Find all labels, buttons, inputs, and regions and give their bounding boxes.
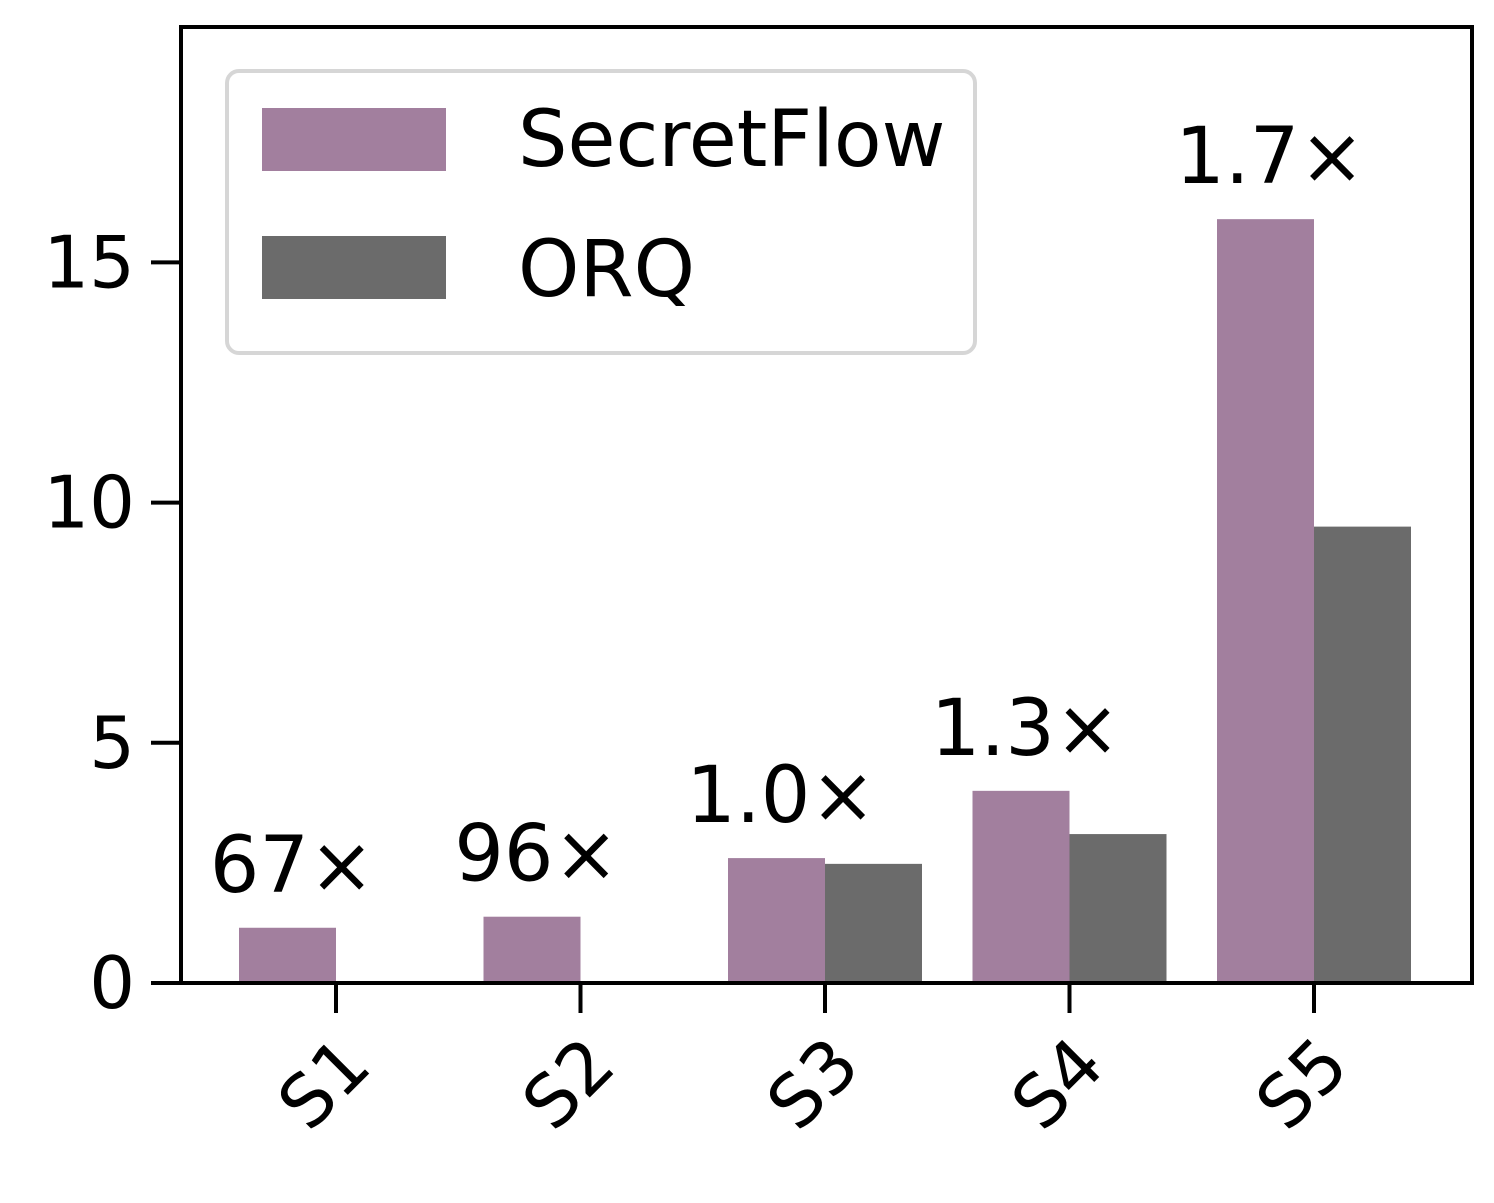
annotation-s1: 67×	[210, 821, 375, 911]
x-tick-label-s1: S1	[262, 1022, 386, 1146]
x-tick-label-s5: S5	[1240, 1022, 1364, 1146]
y-tick-label-0: 0	[89, 941, 135, 1025]
legend-swatch-orq	[262, 236, 446, 299]
bar-secretflow-s1	[239, 928, 336, 983]
bar-orq-s3	[825, 864, 922, 983]
y-tick-label-15: 15	[43, 220, 135, 304]
bar-secretflow-s3	[728, 858, 825, 983]
annotation-s4: 1.3×	[931, 684, 1120, 774]
legend-label-orq: ORQ	[518, 225, 695, 315]
y-tick-label-5: 5	[89, 701, 135, 785]
x-tick-label-s4: S4	[995, 1022, 1119, 1146]
x-tick-label-s2: S2	[506, 1022, 630, 1146]
legend-swatch-secretflow	[262, 108, 446, 171]
x-tick-label-s3: S3	[751, 1022, 875, 1146]
annotation-s5: 1.7×	[1175, 112, 1364, 202]
y-axis: 0 5 10 15	[43, 220, 181, 1025]
bar-secretflow-s2	[484, 917, 581, 983]
annotation-s3: 1.0×	[686, 751, 875, 841]
y-tick-label-10: 10	[43, 461, 135, 545]
annotation-s2: 96×	[454, 810, 619, 900]
bar-secretflow-s5	[1217, 219, 1314, 983]
legend: SecretFlow ORQ	[227, 71, 975, 353]
bar-orq-s5	[1314, 527, 1411, 983]
x-axis: S1 S2 S3 S4 S5	[262, 983, 1364, 1146]
bar-orq-s4	[1070, 834, 1167, 983]
legend-label-secretflow: SecretFlow	[518, 95, 945, 185]
bar-secretflow-s4	[973, 791, 1070, 983]
